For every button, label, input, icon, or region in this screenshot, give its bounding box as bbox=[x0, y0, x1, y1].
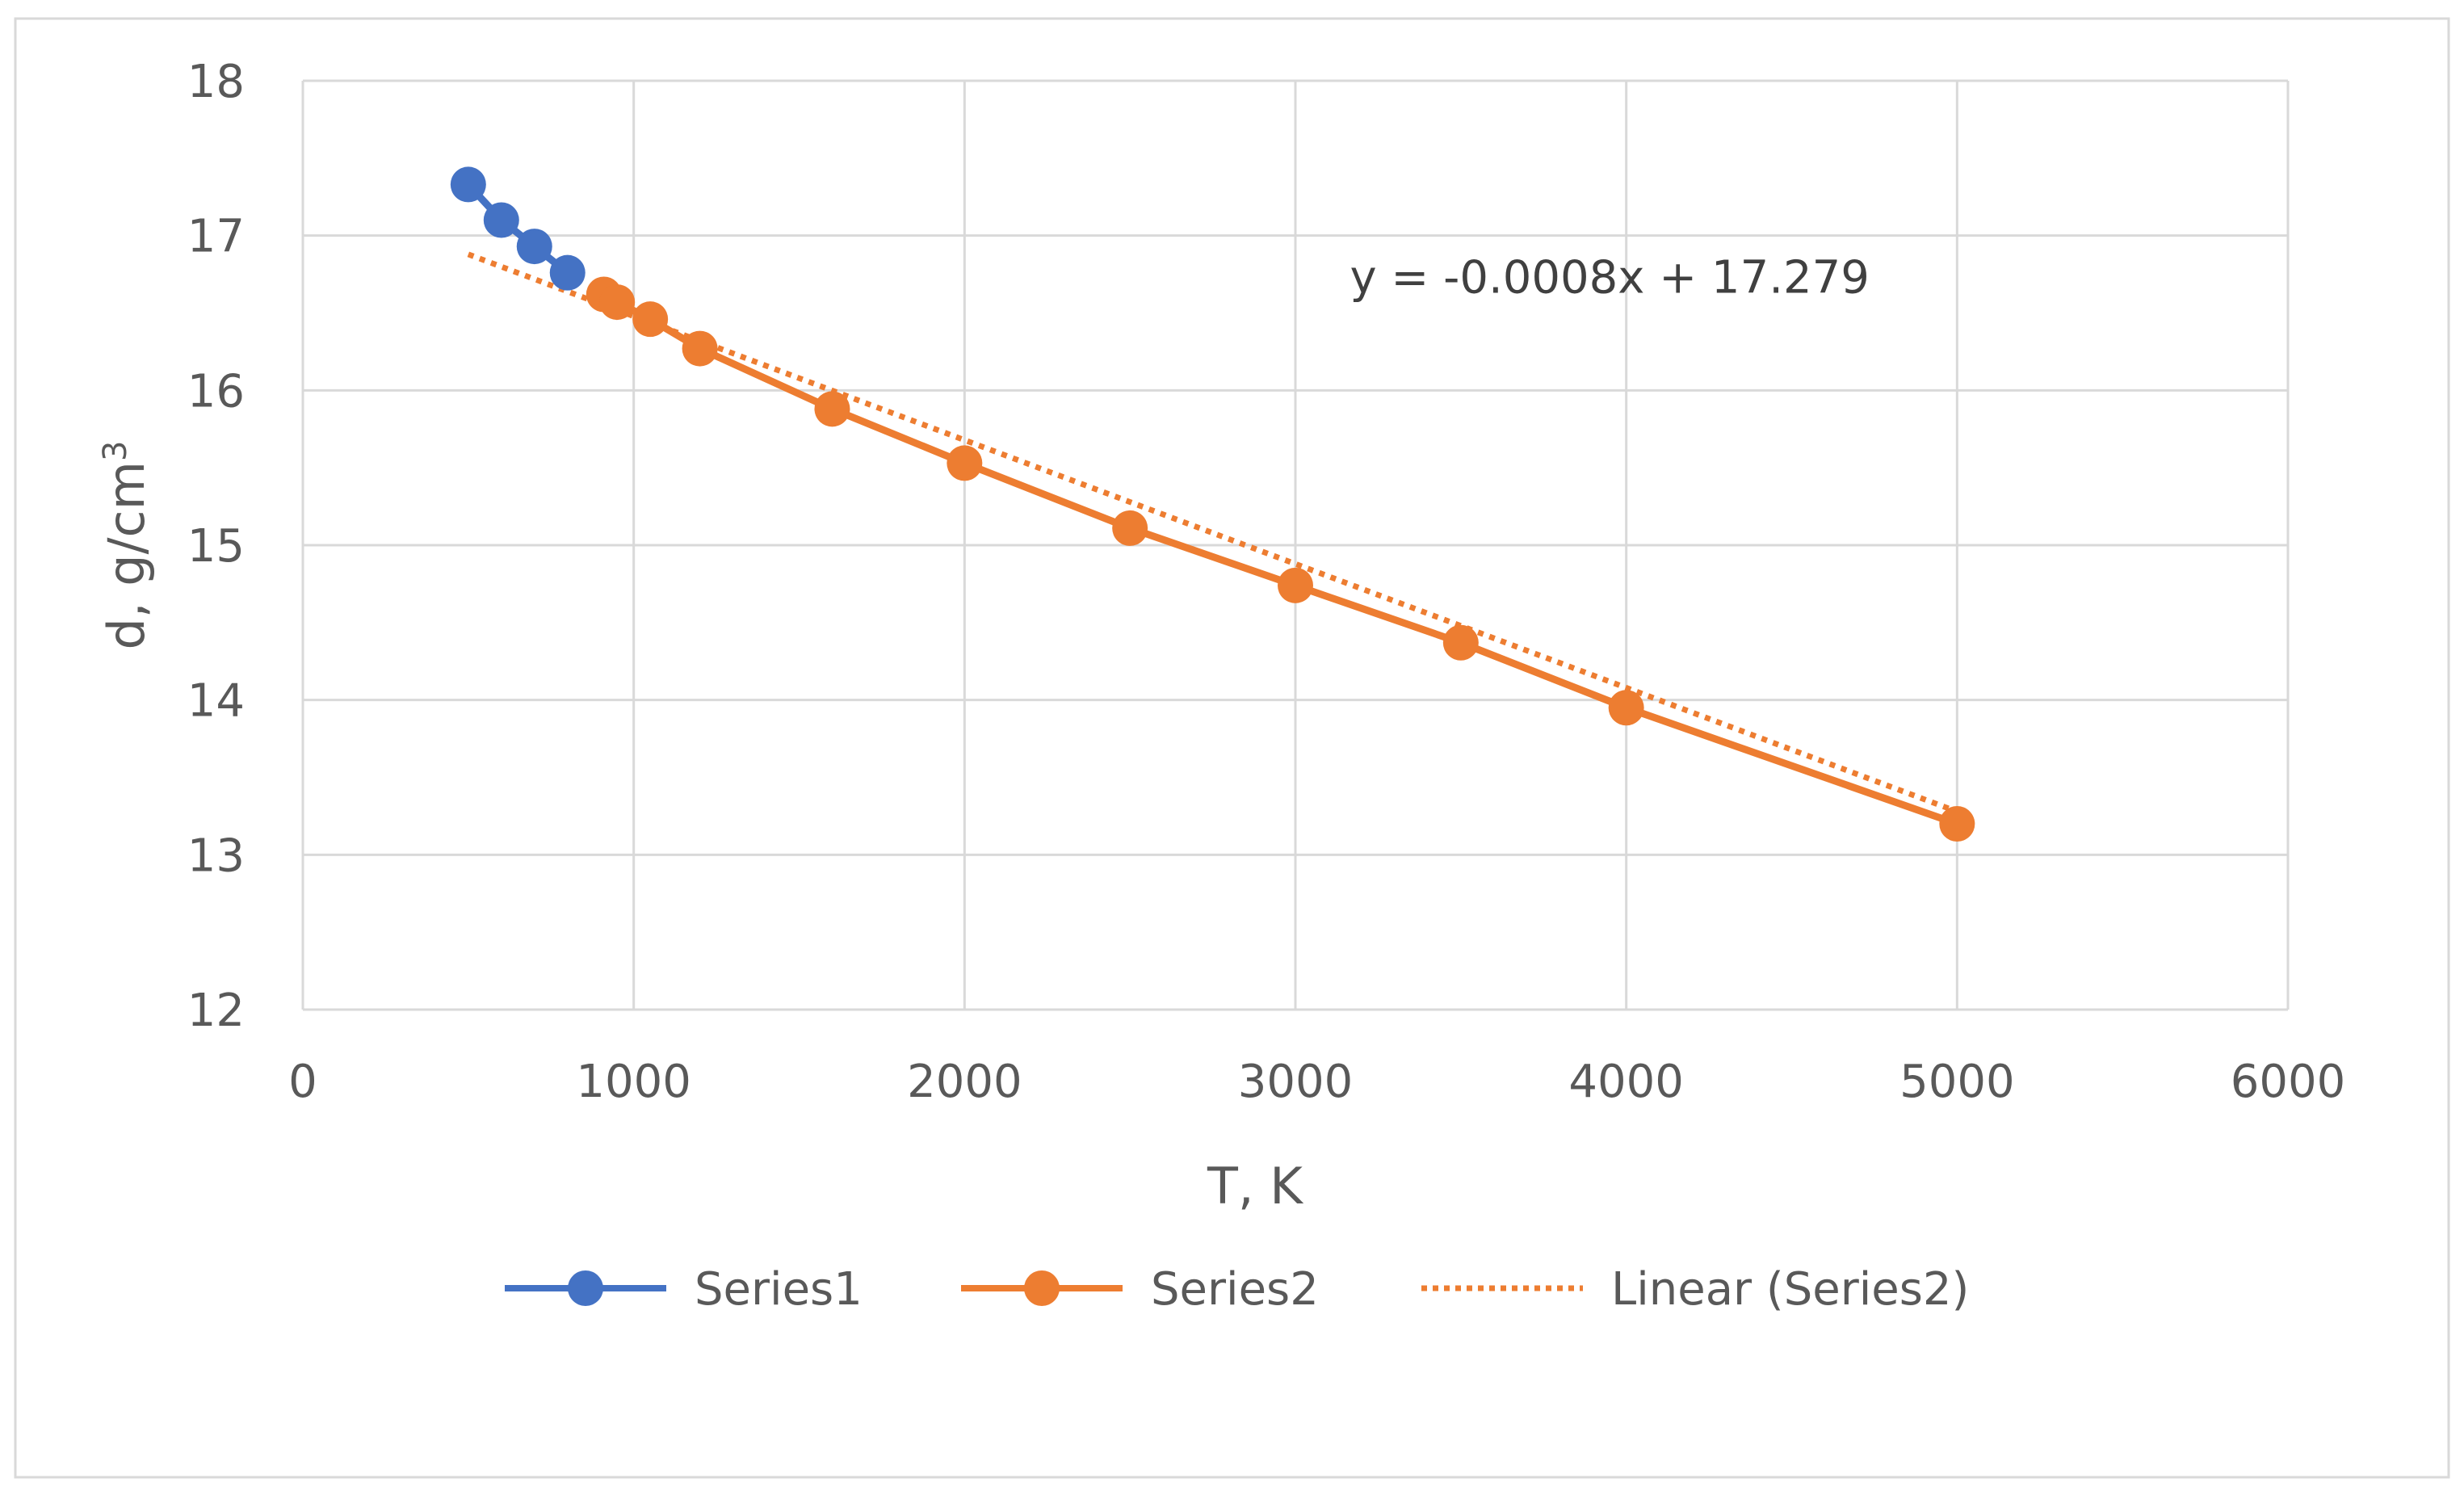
series1-point bbox=[483, 202, 519, 238]
legend-item-series1[interactable]: Series1 bbox=[505, 1263, 863, 1316]
y-tick-label: 18 bbox=[187, 56, 245, 108]
tick-labels: 0 1000 2000 3000 4000 5000 6000 12 13 14 15 16 17 18 bbox=[187, 56, 2346, 1108]
y-tick-label: 13 bbox=[187, 829, 245, 882]
x-tick-label: 4000 bbox=[1568, 1056, 1684, 1108]
legend-series2-label: Series2 bbox=[1151, 1263, 1319, 1316]
series2-point bbox=[682, 330, 718, 367]
series2-point bbox=[632, 301, 669, 338]
x-tick-label: 0 bbox=[288, 1056, 317, 1108]
series2-point bbox=[1112, 510, 1148, 546]
series1-point bbox=[549, 254, 586, 291]
series1-line bbox=[465, 182, 570, 276]
series2-point bbox=[947, 445, 983, 481]
x-tick-label: 5000 bbox=[1899, 1056, 2015, 1108]
gridlines bbox=[301, 79, 2290, 1011]
y-axis-title: d, g/cm3 bbox=[97, 441, 156, 650]
series2-point bbox=[1278, 567, 1313, 603]
series2-point bbox=[1608, 690, 1644, 726]
y-tick-label: 14 bbox=[187, 675, 245, 728]
x-tick-label: 3000 bbox=[1238, 1056, 1354, 1108]
chart-border bbox=[14, 17, 2450, 1479]
trendline-equation: y = -0.0008x + 17.279 bbox=[1350, 252, 1869, 304]
legend-series2-marker bbox=[1024, 1270, 1060, 1306]
y-tick-label: 17 bbox=[187, 211, 245, 263]
series2-point bbox=[1442, 624, 1479, 661]
x-tick-label: 6000 bbox=[2231, 1056, 2346, 1108]
y-axis-title-superscript: 3 bbox=[97, 441, 134, 461]
y-tick-label: 16 bbox=[187, 365, 245, 418]
y-tick-label: 15 bbox=[187, 520, 245, 573]
legend: Series1 Series2 Linear (Series2) bbox=[505, 1263, 1969, 1316]
legend-series1-label: Series1 bbox=[695, 1263, 863, 1316]
x-tick-label: 1000 bbox=[576, 1056, 691, 1108]
legend-trendline-label: Linear (Series2) bbox=[1611, 1263, 1969, 1316]
trendline-layer bbox=[467, 251, 1958, 815]
series2-point bbox=[1939, 806, 1975, 842]
series2-point bbox=[814, 391, 850, 427]
legend-series1-marker bbox=[568, 1270, 603, 1306]
y-axis-title-main: d, g/cm bbox=[97, 461, 156, 650]
y-tick-label: 12 bbox=[187, 985, 245, 1037]
x-axis-title: T, K bbox=[1207, 1157, 1303, 1216]
series1-point bbox=[516, 229, 552, 265]
legend-item-trendline[interactable]: Linear (Series2) bbox=[1421, 1263, 1969, 1316]
series2-point bbox=[599, 284, 636, 321]
trendline-path bbox=[467, 251, 1958, 815]
x-tick-label: 2000 bbox=[907, 1056, 1022, 1108]
legend-item-series2[interactable]: Series2 bbox=[961, 1263, 1319, 1316]
series1-point bbox=[450, 166, 486, 203]
series-layer bbox=[450, 166, 1975, 842]
